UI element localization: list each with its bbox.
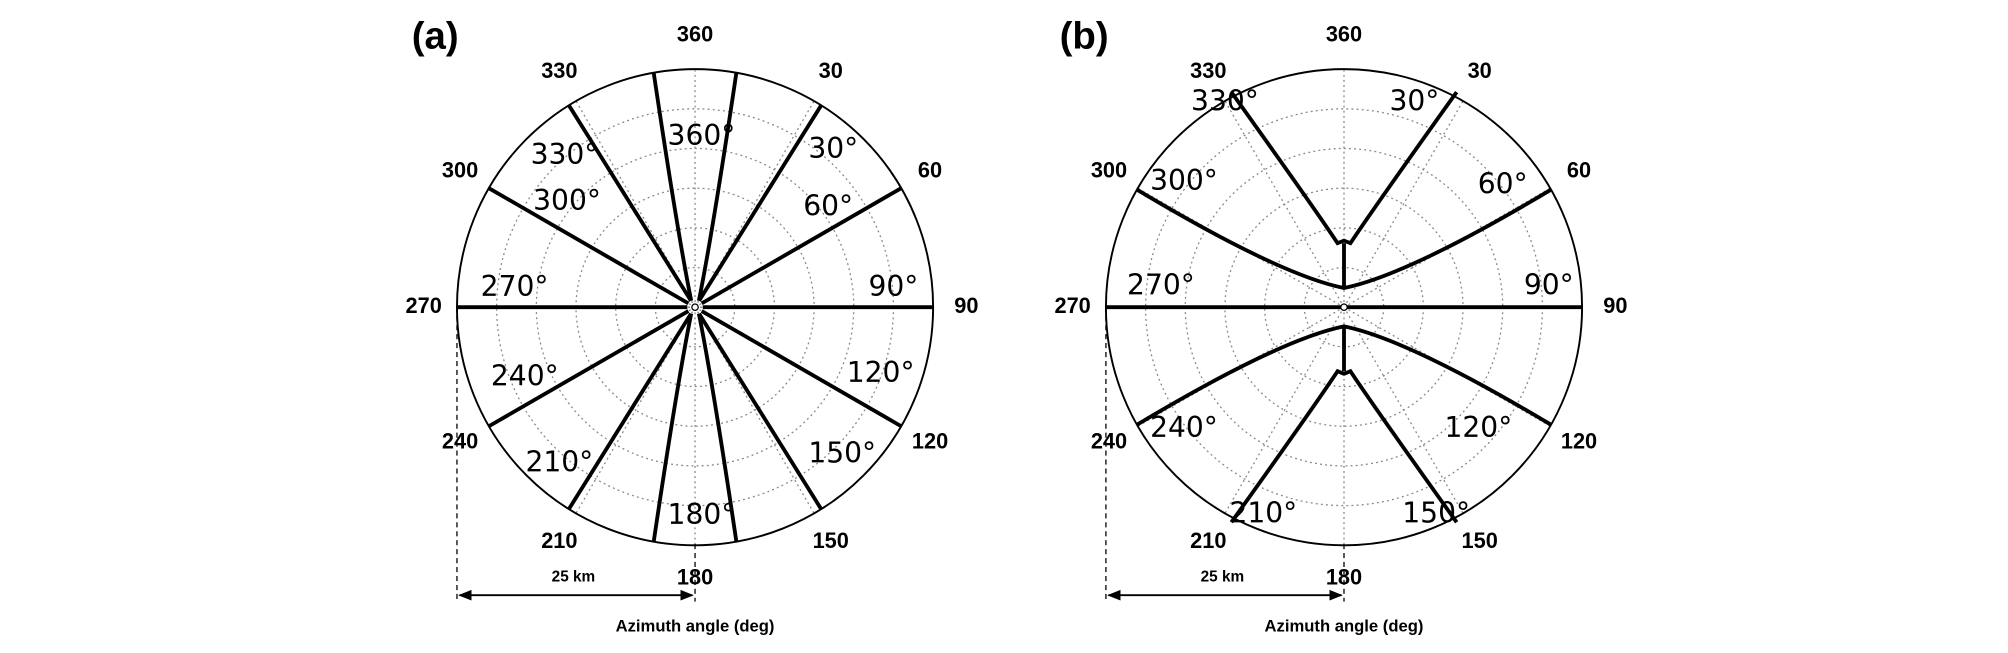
azimuth-tick-label: 60 [1567,157,1591,182]
azimuth-tick-label: 120 [1561,429,1597,454]
ray-label: 180° [668,498,736,531]
source-point [691,303,699,312]
ray-label: 90° [868,270,918,303]
azimuth-tick-label: 240 [1091,429,1127,454]
ray-path [567,104,693,302]
ray-label: 120° [1444,411,1512,444]
ray-label: 270° [1127,269,1195,302]
ray-label: 240° [491,360,559,393]
ray-path [1229,368,1459,524]
azimuth-tick-label: 210 [541,528,577,553]
azimuth-tick-label: 330 [541,58,577,83]
ray-label: 150° [808,436,876,469]
source-point [1340,303,1348,312]
ray-path [1135,324,1553,427]
ray-path [487,309,690,428]
scale-label: 25 km [1201,568,1245,585]
ray-label: 240° [1150,411,1218,444]
azimuth-tick-label: 60 [918,157,942,182]
azimuth-tick-label: 300 [442,157,478,182]
ray-path [697,104,823,302]
azimuth-tick-label: 240 [442,429,478,454]
grid-spoke [1343,306,1464,514]
scale-label: 25 km [552,568,596,585]
ray-label: 30° [1389,84,1439,117]
axis-title: Azimuth angle (deg) [616,617,775,636]
ray-path [697,312,823,511]
ray-path [567,312,693,511]
azimuth-tick-label: 30 [1468,58,1492,83]
grid-spoke [694,306,815,514]
azimuth-tick-label: 150 [813,528,849,553]
grid-spoke [575,100,696,308]
azimuth-tick-label: 180 [677,564,713,589]
ray-path [487,186,690,306]
ray-label: 330° [1191,84,1259,117]
ray-path [1135,187,1553,290]
ray-path [696,313,739,542]
polar-panel: 30 60 90 120 150 180 210 240 270 300 330 360 360° 30°… [406,15,979,636]
azimuth-tick-label: 360 [677,22,713,47]
ray-label: 30° [808,132,858,165]
ray-label: 90° [1524,269,1574,302]
azimuth-tick-label: 330 [1190,58,1226,83]
ray-path [700,186,903,306]
ray-path [651,313,694,542]
azimuth-tick-label: 90 [1603,293,1627,318]
ray-label: 60° [803,189,853,222]
grid-spoke [694,100,815,308]
grid-spoke [575,306,696,514]
ray-label: 330° [531,138,599,171]
ray-label: 360° [668,119,736,152]
azimuth-tick-label: 270 [1054,293,1090,318]
ray-label: 120° [847,356,915,389]
azimuth-tick-label: 30 [819,58,843,83]
grid-spoke [1224,100,1345,308]
azimuth-tick-label: 300 [1091,157,1127,182]
ray-path [1229,91,1459,246]
ray-label: 210° [1229,497,1297,530]
ray-path [651,72,694,302]
azimuth-tick-label: 180 [1326,564,1362,589]
azimuth-tick-label: 210 [1190,528,1226,553]
ray-label: 270° [481,270,549,303]
ray-label: 210° [525,445,593,478]
ray-label: 300° [533,184,601,217]
ray-label: 60° [1478,168,1528,201]
ray-path [700,309,903,428]
grid-spoke [1343,100,1464,308]
panel-label: (b) [1060,15,1109,58]
grid-spoke [1224,306,1345,514]
azimuth-tick-label: 90 [954,293,978,318]
axis-title: Azimuth angle (deg) [1265,617,1424,636]
ray-label: 150° [1402,497,1470,530]
ray-path [696,72,739,302]
ray-label: 300° [1150,164,1218,197]
azimuth-tick-label: 120 [912,429,948,454]
azimuth-tick-label: 150 [1462,528,1498,553]
azimuth-tick-label: 360 [1326,22,1362,47]
azimuth-tick-label: 270 [406,293,442,318]
panel-label: (a) [412,15,459,58]
polar-panel: 30 60 90 120 150 180 210 240 270 300 330 360 330° 30°… [1054,15,1627,636]
